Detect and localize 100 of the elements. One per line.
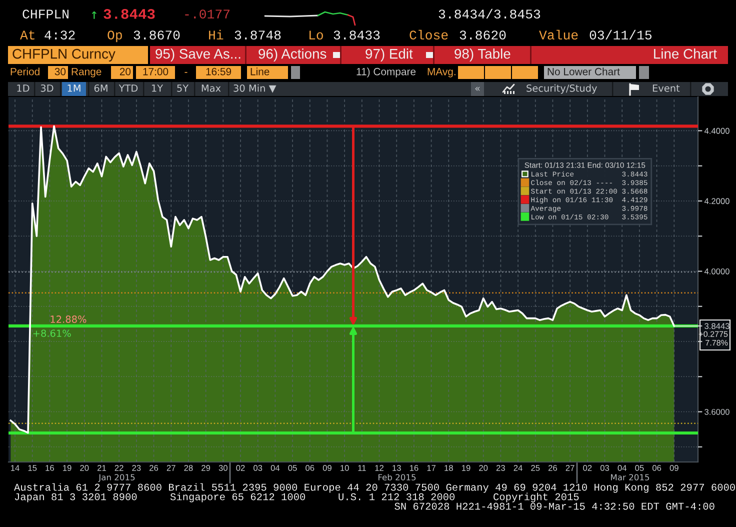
text: 3.8433: [334, 30, 380, 40]
text: 98) Table: [454, 48, 510, 62]
x-tick-label: 22: [114, 465, 124, 471]
text: -.0177: [185, 10, 230, 19]
text: 3.8620: [460, 30, 506, 40]
x-tick-label: 24: [514, 465, 522, 471]
y-tick-label: 4.4000: [704, 128, 730, 134]
x-tick-label: 03: [254, 465, 262, 471]
x-tick-label: 30: [218, 465, 228, 471]
x-tick-label: 27: [166, 465, 176, 471]
text: Jan 2015: [98, 474, 135, 482]
text: MAvg.: [428, 68, 456, 78]
text: 4:32: [44, 30, 75, 40]
x-tick-label: 25: [531, 465, 540, 471]
x-tick-label: 20: [80, 465, 89, 471]
text: 1Y: [152, 84, 164, 92]
text: CHFPLN Curncy: [12, 48, 116, 62]
text: 17:00: [143, 68, 168, 76]
x-tick-label: 10: [340, 465, 349, 471]
x-tick-label: 05: [635, 465, 644, 471]
x-tick-label: 05: [288, 465, 297, 471]
text: 5Y: [177, 84, 189, 92]
x-tick-label: 04: [618, 465, 627, 471]
text: 30 Min ▼: [234, 84, 276, 93]
text: Singapore 65 6212 1000: [170, 492, 306, 502]
annotation: 12.88%: [50, 316, 86, 323]
text: SN 672028 H221-4981-1 09-Mar-15 4:32:50 EDT GMT-4:00: [394, 502, 714, 510]
text: 1M: [68, 84, 80, 92]
x-tick-label: 02: [583, 465, 592, 471]
x-tick-label: 06: [652, 465, 662, 471]
x-tick-label: 17: [427, 465, 436, 471]
text: 3D: [40, 84, 54, 92]
x-tick-label: 09: [322, 465, 332, 471]
x-tick-label: 06: [306, 465, 314, 471]
text: Lo: [310, 30, 323, 40]
text: Copyright 2015: [494, 492, 579, 502]
text: Range: [72, 68, 102, 78]
x-tick-label: 12: [375, 465, 384, 471]
x-tick-label: 20: [479, 465, 488, 471]
text: ↑: [92, 11, 96, 19]
x-tick-label: 11: [358, 465, 366, 471]
text: No Lower Chart: [548, 68, 620, 76]
x-tick-label: 18: [444, 465, 453, 471]
text: Line: [250, 68, 270, 76]
text: Security/Study: [526, 84, 597, 94]
text: 11) Compare: [356, 68, 416, 78]
x-tick-label: 23: [132, 465, 141, 471]
text: YTD: [118, 84, 138, 92]
text: U.S. 1 212 318 2000: [338, 493, 455, 500]
x-tick-label: 16: [410, 465, 418, 471]
x-tick-label: 29: [202, 465, 210, 471]
x-tick-label: 04: [270, 465, 280, 471]
text: CHFPLN: [22, 10, 68, 19]
text: 3.8670: [134, 30, 180, 40]
y-tick-label: 4.0000: [704, 268, 730, 274]
text: 6M: [94, 84, 108, 92]
text: 95) Save As...: [156, 48, 240, 62]
text: Close: [410, 30, 448, 40]
text: 3.8748: [234, 30, 281, 40]
text: 1D: [17, 84, 30, 92]
text: Op: [108, 30, 122, 42]
annotation: +8.61%: [33, 330, 71, 337]
text: Japan 81 3 3201 8900: [14, 493, 137, 502]
text: Australia 61 2 9777 8600 Brazil 5511 2395 9000 Europe 44 20 7330 7500 Germany 49 69 9204 1210 Hong Kong 852 2977 6000: [14, 483, 735, 493]
text: Hi: [209, 30, 224, 40]
x-tick-label: 09: [670, 465, 678, 471]
x-tick-label: 19: [462, 465, 470, 471]
text: 16:59: [206, 68, 232, 76]
text: 97) Edit: [366, 48, 413, 62]
x-tick-label: 27: [566, 465, 574, 471]
text: «: [475, 86, 480, 92]
text: 3.8443: [104, 9, 155, 19]
text: Period: [10, 68, 40, 76]
text: 20: [120, 68, 131, 76]
x-tick-label: 28: [184, 465, 193, 471]
text: Value: [539, 30, 578, 40]
text: 3.8434/3.8453: [438, 8, 540, 19]
text: Line Chart: [654, 48, 717, 59]
text: 03/11/15: [590, 30, 652, 40]
text: -: [184, 72, 188, 73]
x-tick-label: 23: [496, 465, 505, 471]
text: At: [20, 30, 34, 40]
text: Mar 2015: [611, 474, 650, 480]
x-tick-label: 02: [236, 465, 245, 471]
x-tick-label: 19: [63, 465, 72, 471]
y-tick-label: 3.8443: [704, 323, 730, 330]
y-tick-label: 3.6000: [704, 408, 730, 415]
text: Feb 2015: [378, 474, 416, 480]
x-tick-label: 13: [392, 465, 401, 471]
x-tick-label: 03: [600, 465, 610, 471]
y-tick-label: 4.2000: [704, 198, 730, 204]
x-tick-label: 26: [150, 465, 158, 471]
x-tick-label: 26: [548, 465, 557, 471]
text: Max: [202, 84, 221, 92]
text: 30: [54, 68, 66, 76]
x-tick-label: 21: [98, 465, 106, 471]
x-tick-label: 14: [11, 465, 20, 471]
x-tick-label: 16: [46, 465, 54, 471]
text: Event: [652, 84, 680, 92]
text: 96) Actions: [258, 48, 326, 62]
